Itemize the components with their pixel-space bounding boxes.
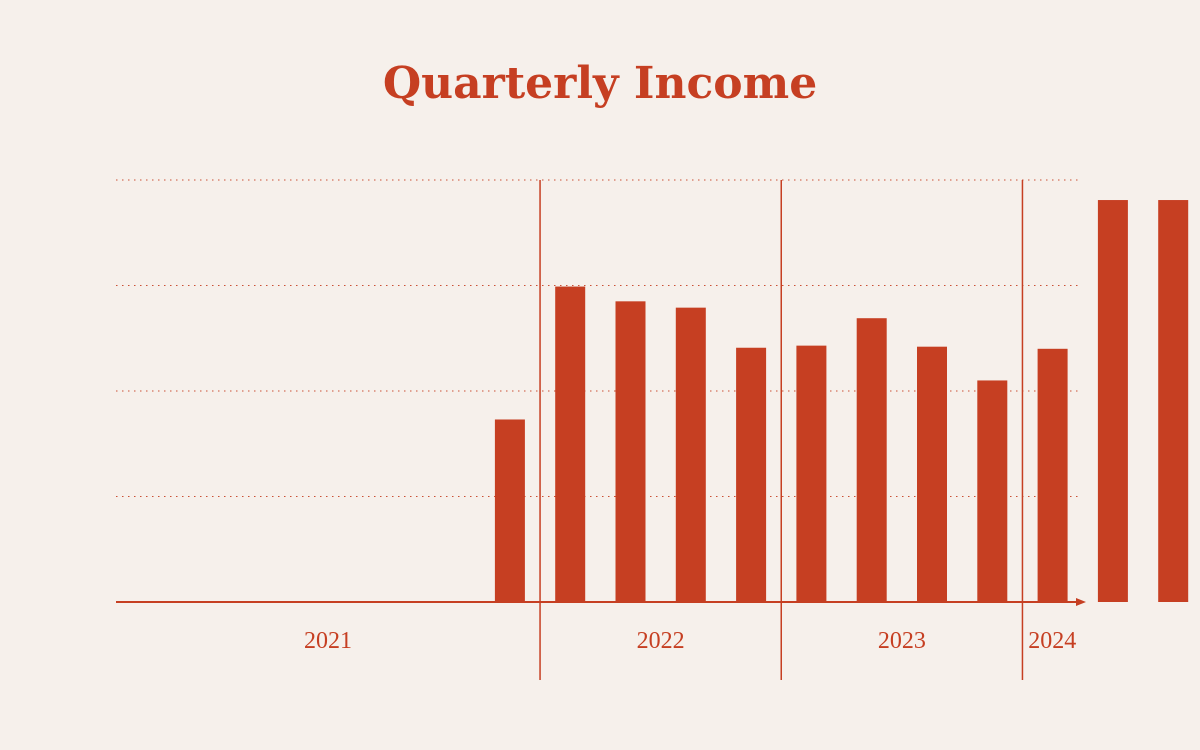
year-label: 2024 (1028, 628, 1076, 654)
bar (796, 345, 827, 602)
bar (615, 301, 646, 602)
bar (1158, 200, 1189, 603)
bar (555, 286, 586, 602)
bar (736, 347, 767, 602)
bar (1037, 348, 1068, 602)
chart-title: Quarterly Income (382, 58, 818, 109)
bar (977, 380, 1008, 602)
year-label: 2023 (878, 628, 926, 654)
bar (494, 419, 525, 602)
year-label: 2022 (637, 628, 685, 654)
bar (856, 318, 887, 602)
bar (917, 346, 947, 602)
bar (1097, 200, 1128, 603)
bar (675, 307, 706, 602)
year-label: 2021 (304, 628, 352, 654)
x-axis-arrow (1076, 598, 1086, 606)
